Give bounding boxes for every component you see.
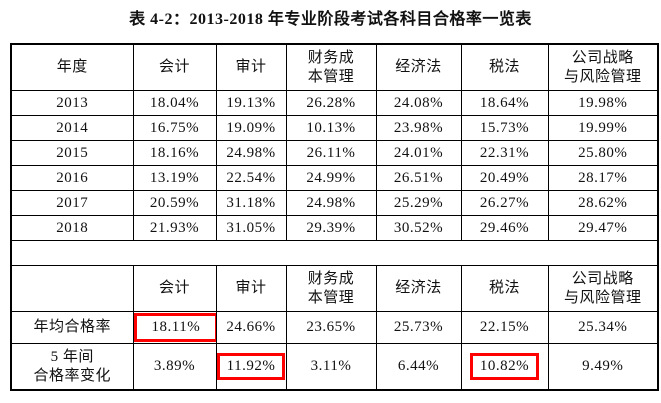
rate-cell: 24.99%: [285, 165, 377, 191]
year-cell: 2017: [10, 190, 134, 216]
rate-cell: 18.04%: [132, 90, 217, 116]
rate-cell: 26.27%: [460, 190, 549, 216]
rate-cell: 29.47%: [547, 215, 659, 241]
header-cell-strategy-risk: 公司战略 与风险管理: [547, 43, 659, 91]
rate-cell: 10.13%: [285, 115, 377, 141]
year-cell: 2014: [10, 115, 134, 141]
rate-cell: 25.80%: [547, 140, 659, 166]
rate-cell: 24.08%: [375, 90, 462, 116]
rate-cell: 22.31%: [460, 140, 549, 166]
table-title: 表 4-2：2013-2018 年专业阶段考试各科目合格率一览表: [129, 11, 532, 28]
spacer-cell: [10, 240, 659, 266]
rate-cell: 22.15%: [460, 311, 549, 344]
header-cell-tax-law: 税法: [460, 43, 549, 91]
five-year-change-row: 5 年间 合格率变化 3.89% 11.92% 3.11% 6.44% 10.8…: [10, 343, 659, 391]
year-cell: 2013: [10, 90, 134, 116]
rate-cell: 19.09%: [215, 115, 287, 141]
rate-cell: 25.73%: [375, 311, 462, 344]
rate-cell: 31.18%: [215, 190, 287, 216]
summary-header-empty: [10, 265, 134, 312]
table-row-2018: 2018 21.93% 31.05% 29.39% 30.52% 29.46% …: [10, 215, 659, 241]
table-row-2017: 2017 20.59% 31.18% 24.98% 25.29% 26.27% …: [10, 190, 659, 216]
rate-cell: 26.11%: [285, 140, 377, 166]
rate-cell: 6.44%: [375, 343, 462, 391]
rate-cell: 29.46%: [460, 215, 549, 241]
row-label-five-year-change: 5 年间 合格率变化: [10, 343, 134, 391]
rate-cell: 26.51%: [375, 165, 462, 191]
rate-cell: 20.49%: [460, 165, 549, 191]
rate-cell: 22.54%: [215, 165, 287, 191]
highlight-box: 10.82%: [469, 353, 540, 380]
rate-cell: 26.28%: [285, 90, 377, 116]
rate-cell: 19.99%: [547, 115, 659, 141]
table-row-2013: 2013 18.04% 19.13% 26.28% 24.08% 18.64% …: [10, 90, 659, 116]
rate-cell: 25.29%: [375, 190, 462, 216]
header-cell-auditing: 审计: [215, 265, 287, 312]
rate-cell: 24.66%: [215, 311, 287, 344]
table-row-2014: 2014 16.75% 19.09% 10.13% 23.98% 15.73% …: [10, 115, 659, 141]
rate-cell: 24.01%: [375, 140, 462, 166]
rate-cell: 16.75%: [132, 115, 217, 141]
header-cell-economic-law: 经济法: [375, 265, 462, 312]
table-header-row: 年度 会计 审计 财务成 本管理 经济法 税法 公司战略 与风险管理: [10, 43, 659, 91]
table-row-2016: 2016 13.19% 22.54% 24.99% 26.51% 20.49% …: [10, 165, 659, 191]
rate-cell-highlighted: 11.92%: [215, 343, 287, 391]
header-cell-economic-law: 经济法: [375, 43, 462, 91]
rate-cell: 25.34%: [547, 311, 659, 344]
rate-cell: 20.59%: [132, 190, 217, 216]
header-cell-auditing: 审计: [215, 43, 287, 91]
rate-cell: 24.98%: [215, 140, 287, 166]
rate-cell: 18.64%: [460, 90, 549, 116]
rate-cell: 23.98%: [375, 115, 462, 141]
rate-cell: 19.98%: [547, 90, 659, 116]
rate-cell: 19.13%: [215, 90, 287, 116]
avg-pass-rate-row: 年均合格率 18.11% 24.66% 23.65% 25.73% 22.15%…: [10, 311, 659, 344]
rate-cell: 28.17%: [547, 165, 659, 191]
rate-cell: 9.49%: [547, 343, 659, 391]
table-row-2015: 2015 18.16% 24.98% 26.11% 24.01% 22.31% …: [10, 140, 659, 166]
rate-cell: 24.98%: [285, 190, 377, 216]
rate-cell: 21.93%: [132, 215, 217, 241]
rate-cell: 23.65%: [285, 311, 377, 344]
header-cell-financial-cost-mgmt: 财务成 本管理: [285, 265, 377, 312]
header-cell-accounting: 会计: [132, 265, 217, 312]
highlight-box: 11.92%: [217, 353, 285, 380]
rate-cell: 28.62%: [547, 190, 659, 216]
rate-cell: 3.11%: [285, 343, 377, 391]
rate-cell: 13.19%: [132, 165, 217, 191]
rate-cell: 18.16%: [132, 140, 217, 166]
year-cell: 2016: [10, 165, 134, 191]
year-cell: 2018: [10, 215, 134, 241]
rate-cell: 15.73%: [460, 115, 549, 141]
row-label-avg-pass-rate: 年均合格率: [10, 311, 134, 344]
rate-cell-highlighted: 10.82%: [460, 343, 549, 391]
rate-cell: 29.39%: [285, 215, 377, 241]
header-cell-accounting: 会计: [132, 43, 217, 91]
summary-header-row: 会计 审计 财务成 本管理 经济法 税法 公司战略 与风险管理: [10, 265, 659, 312]
header-cell-financial-cost-mgmt: 财务成 本管理: [285, 43, 377, 91]
year-cell: 2015: [10, 140, 134, 166]
pass-rate-table: 年度 会计 审计 财务成 本管理 经济法 税法 公司战略 与风险管理 2013 …: [10, 43, 659, 391]
rate-cell: 3.89%: [132, 343, 217, 391]
highlight-box: 18.11%: [134, 313, 215, 342]
rate-cell: 31.05%: [215, 215, 287, 241]
header-cell-tax-law: 税法: [460, 265, 549, 312]
rate-cell: 30.52%: [375, 215, 462, 241]
spacer-row: [10, 240, 659, 266]
header-cell-year: 年度: [10, 43, 134, 91]
header-cell-strategy-risk: 公司战略 与风险管理: [547, 265, 659, 312]
rate-cell-highlighted: 18.11%: [132, 311, 217, 344]
